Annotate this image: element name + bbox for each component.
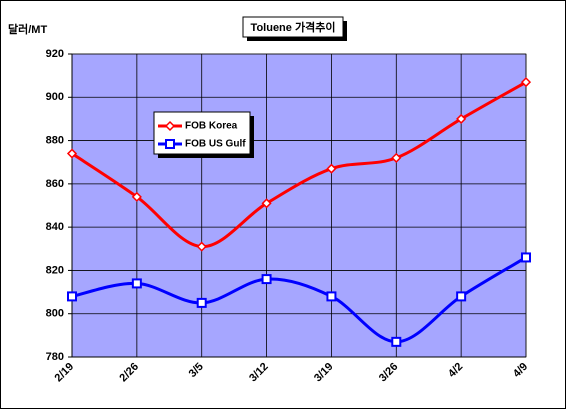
marker [326, 291, 337, 302]
legend-label: FOB Korea [185, 121, 238, 132]
marker [521, 252, 531, 263]
marker [261, 198, 272, 209]
y-tick-label: 860 [46, 178, 64, 190]
marker [196, 297, 207, 308]
marker [391, 336, 402, 347]
title-box [242, 16, 344, 38]
marker [196, 241, 207, 252]
marker [456, 291, 467, 302]
marker [456, 113, 467, 124]
marker [66, 148, 78, 159]
marker [164, 120, 176, 132]
series-line [71, 80, 527, 249]
y-tick-label: 840 [46, 221, 64, 233]
marker [67, 291, 77, 302]
marker [261, 274, 272, 285]
y-tick-label: 880 [46, 134, 64, 146]
y-tick-label: 800 [46, 308, 64, 320]
y-tick-label: 920 [46, 48, 64, 60]
marker [326, 163, 337, 174]
y-axis-label: 달러/MT [8, 22, 47, 36]
plot-area [71, 53, 527, 358]
marker [165, 139, 175, 149]
marker [131, 278, 142, 289]
y-tick-label: 900 [46, 91, 64, 103]
y-tick-label: 820 [46, 264, 64, 276]
legend: FOB Korea FOB US Gulf [153, 111, 254, 158]
series-line [71, 256, 527, 344]
y-tick-label: 780 [46, 351, 64, 363]
marker [520, 77, 532, 88]
marker [131, 191, 142, 202]
marker [391, 152, 402, 163]
legend-label: FOB US Gulf [185, 139, 246, 150]
chart-title: Toluene 가격추이 [251, 20, 336, 34]
